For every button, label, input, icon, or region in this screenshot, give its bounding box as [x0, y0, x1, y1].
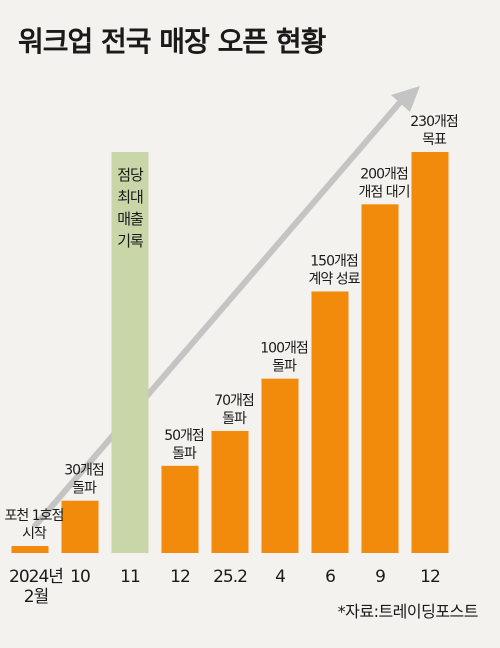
- x-tick-label: 4: [275, 567, 285, 587]
- x-tick-label: 25.2: [213, 567, 247, 587]
- bar-annotation: 돌파: [72, 481, 97, 497]
- bar-annotation: 개점 대기: [359, 184, 410, 200]
- bar: [361, 204, 399, 553]
- page-title: 워크업 전국 매장 오픈 현황: [18, 25, 326, 58]
- bar: [261, 378, 299, 553]
- bar-annotation: 50개점: [164, 428, 204, 444]
- bar-annotation: 돌파: [172, 446, 197, 462]
- bar-annotation: 100개점: [260, 341, 308, 357]
- growth-arrowhead: [391, 86, 420, 112]
- bar: [411, 152, 449, 553]
- growth-arrow-shaft: [31, 98, 405, 529]
- highlight-label: 기록: [117, 232, 144, 250]
- x-tick-label: 10: [70, 567, 90, 587]
- bar-annotation: 계약 성료: [309, 271, 361, 287]
- highlight-label: 점당: [117, 166, 144, 184]
- x-tick-label: 11: [120, 567, 140, 587]
- bar: [61, 500, 99, 553]
- source-note: *자료:트레이딩포스트: [337, 602, 479, 621]
- bar-annotation: 70개점: [214, 393, 254, 409]
- x-tick-label: 2월: [24, 587, 48, 607]
- bar-annotation: 30개점: [64, 463, 104, 479]
- bar-annotation: 돌파: [222, 411, 247, 427]
- bar-annotation: 시작: [22, 526, 47, 542]
- x-tick-label: 9: [375, 567, 385, 587]
- bar: [311, 291, 349, 553]
- x-tick-label: 12: [170, 567, 190, 587]
- bar-annotation: 돌파: [272, 359, 297, 375]
- bar-annotation: 포천 1호점: [5, 508, 64, 524]
- bar: [161, 465, 199, 553]
- x-tick-label: 2024년: [9, 567, 63, 587]
- highlight-label: 매출: [117, 210, 143, 228]
- x-tick-label: 12: [420, 567, 440, 587]
- bar: [11, 546, 49, 553]
- highlight-label: 최대: [117, 188, 143, 206]
- x-tick-label: 6: [325, 567, 335, 587]
- highlight-column: [111, 152, 149, 553]
- bar-annotation: 목표: [422, 132, 447, 148]
- bar: [211, 430, 249, 553]
- bar-annotation: 150개점: [310, 253, 358, 269]
- bar-annotation: 200개점: [360, 166, 408, 182]
- bar-annotation: 230개점: [410, 114, 458, 130]
